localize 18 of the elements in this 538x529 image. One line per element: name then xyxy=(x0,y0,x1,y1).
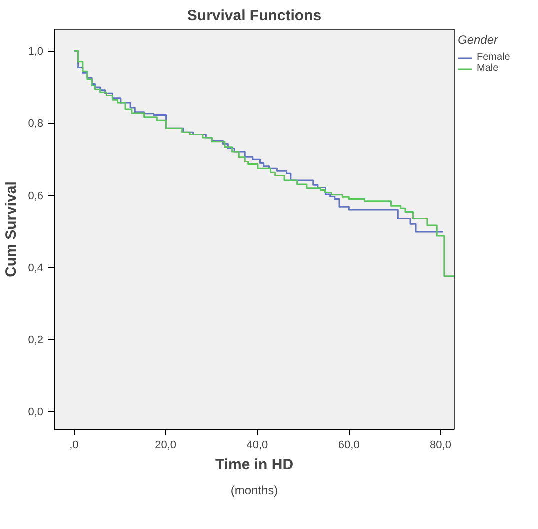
y-tick-label: 0,4 xyxy=(28,262,44,274)
legend-title: Gender xyxy=(458,33,500,47)
legend-label: Male xyxy=(477,63,499,74)
y-tick-label: 0,0 xyxy=(28,406,44,418)
y-tick-label: 0,2 xyxy=(28,334,44,346)
x-tick-label: ,0 xyxy=(70,440,79,452)
y-tick-label: 0,6 xyxy=(28,190,44,202)
y-tick-label: 1,0 xyxy=(28,46,44,58)
legend-label: Female xyxy=(477,52,510,63)
x-tick-label: 20,0 xyxy=(155,440,177,452)
y-tick-label: 0,8 xyxy=(28,118,44,130)
y-axis-title: Cum Survival xyxy=(3,182,20,278)
x-tick-label: 60,0 xyxy=(338,440,360,452)
x-tick-label: 40,0 xyxy=(246,440,268,452)
chart-title: Survival Functions xyxy=(187,8,322,24)
x-tick-label: 80,0 xyxy=(430,440,452,452)
x-axis-title: Time in HD xyxy=(215,456,294,474)
text: (months) xyxy=(230,484,278,498)
